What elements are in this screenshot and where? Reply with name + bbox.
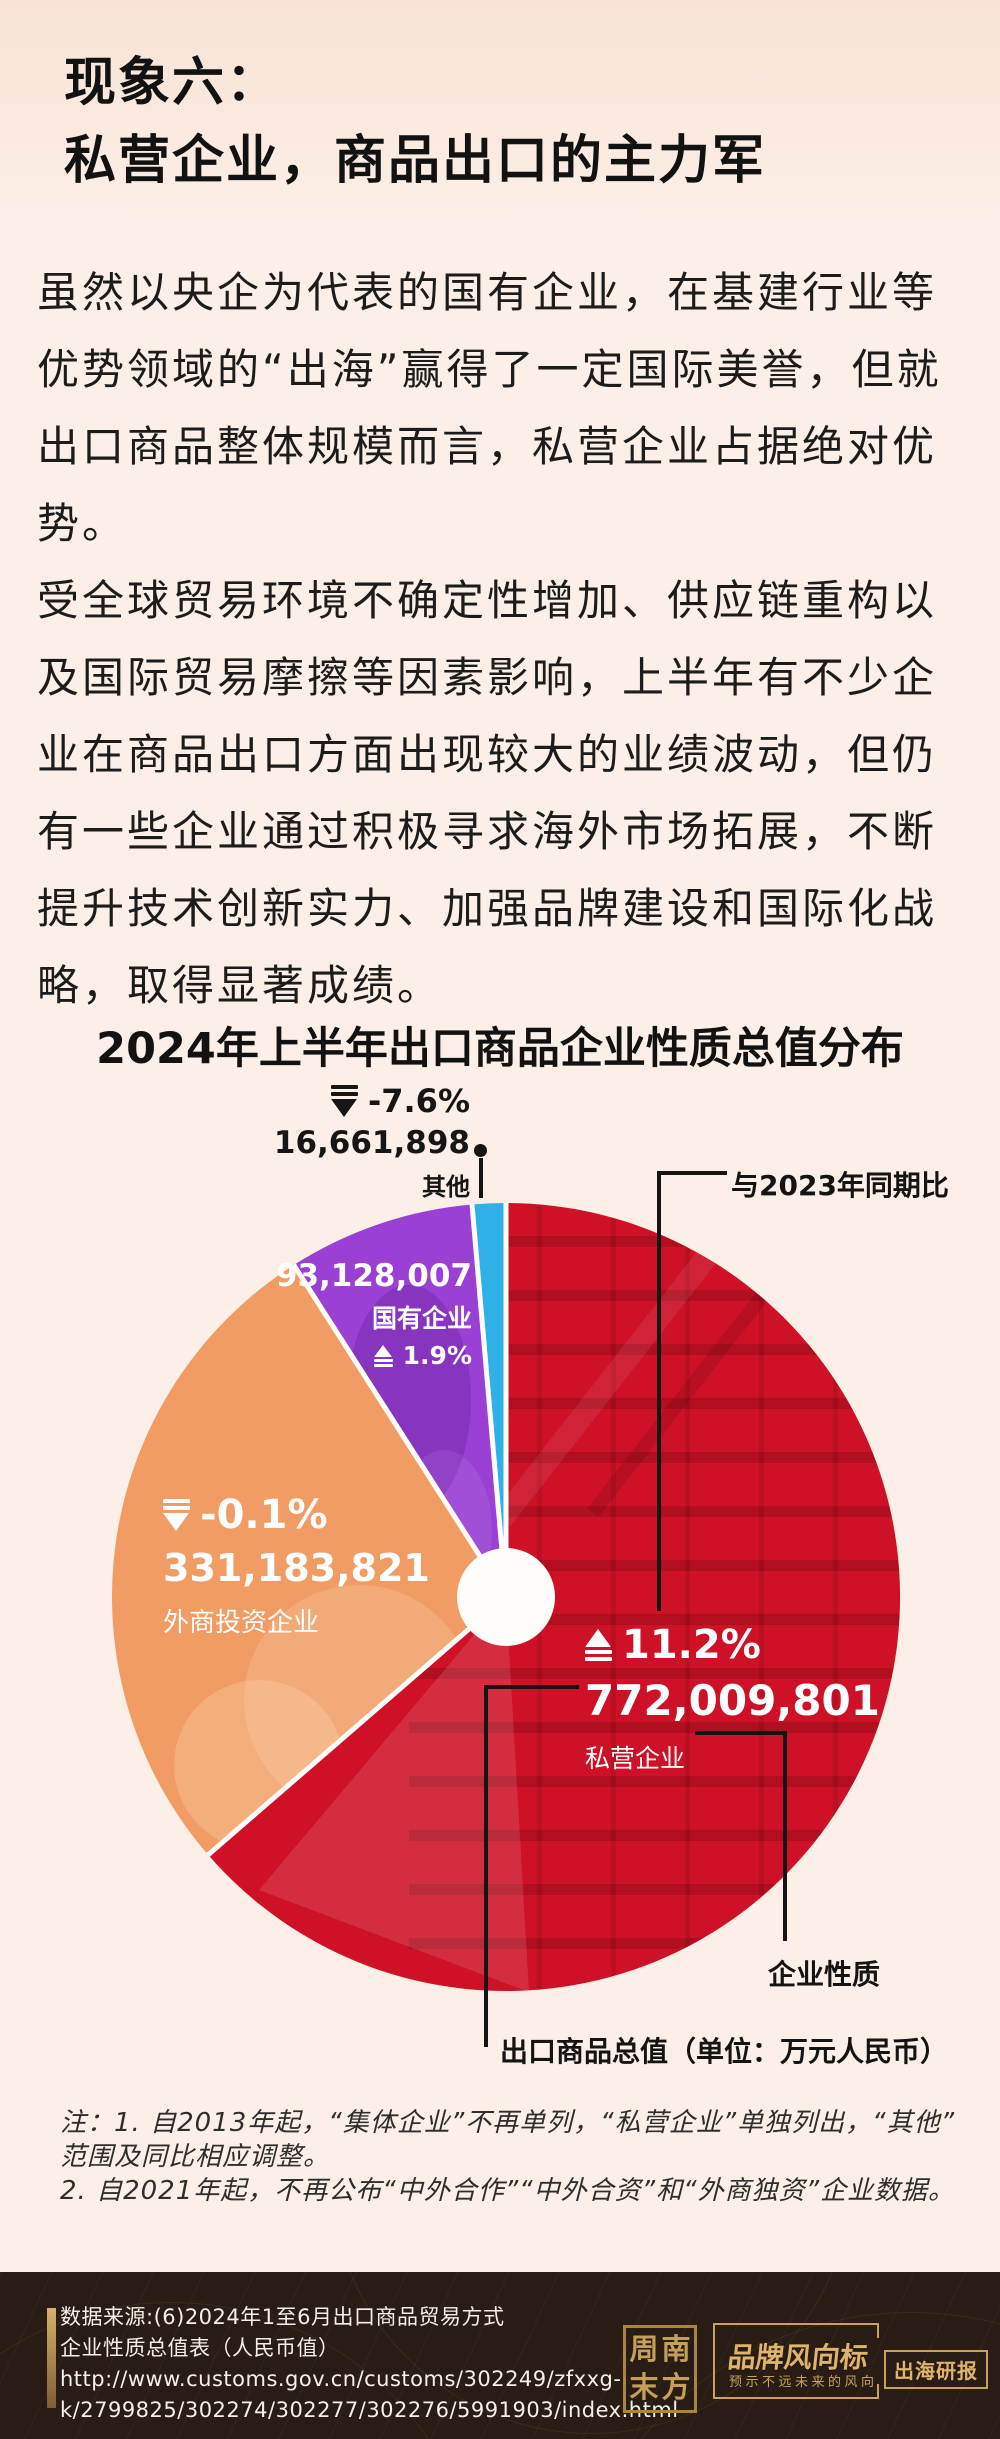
down-arrow-icon (163, 1499, 190, 1531)
footnote-line1: 注：1. 自2013年起，“集体企业”不再单列，“私营企业”单独列出，“其他” (60, 2108, 956, 2138)
pie-slice-1 (112, 1265, 507, 1855)
yoy-comparison-label: 与2023年同期比 (731, 1169, 949, 1202)
private-name: 私营企业 (585, 1744, 686, 1773)
down-arrow-icon (330, 1085, 358, 1117)
nature-connector-horizontal (695, 1731, 787, 1735)
yoy-connector-horizontal (657, 1171, 727, 1175)
donut-hole (457, 1548, 555, 1646)
slice-label-other: -7.6% 16,661,898 其他 (274, 1082, 470, 1202)
slice-label-private: 11.2% 772,009,801 私营企业 (585, 1622, 880, 1775)
footer-bar: 数据来源:(6)2024年1至6月出口商品贸易方式 企业性质总值表（人民币值） … (0, 2272, 1000, 2439)
state-change: 1.9% (402, 1341, 472, 1370)
footnote-line3: 2. 自2021年起，不再公布“中外合作”“中外合资”和“外商独资”企业数据。 (60, 2176, 956, 2206)
value-connector-vertical (484, 1685, 488, 2047)
brand-title: 品牌风向标 (726, 2341, 870, 2374)
page-title-line2: 私营企业，商品出口的主力军 (64, 131, 767, 191)
paragraph-1: 虽然以央企为代表的国有企业，在基建行业等优势领域的“出海”赢得了一定国际美誉，但… (37, 268, 942, 548)
other-slice-dot (474, 1144, 487, 1157)
seal-char: 南 (661, 2332, 691, 2366)
slice-label-state-owned: 93,128,007 国有企业 1.9% (276, 1258, 472, 1370)
private-value: 772,009,801 (585, 1676, 880, 1725)
slice-label-foreign-invested: -0.1% 331,183,821 外商投资企业 (163, 1492, 430, 1639)
other-name: 其他 (422, 1173, 470, 1201)
brand-frame (713, 2323, 879, 2399)
up-arrow-icon (373, 1344, 393, 1367)
foreign-name: 外商投资企业 (163, 1608, 320, 1638)
report-badge: 出海研报 (884, 2350, 988, 2389)
other-slice-line (479, 1158, 483, 1198)
state-value: 93,128,007 (275, 1258, 472, 1294)
brand-subtitle: 预示不远未来的风向 (729, 2375, 878, 2390)
foreign-change: -0.1% (200, 1492, 328, 1538)
up-arrow-icon (585, 1629, 612, 1661)
pie-slice-2 (293, 1204, 506, 1597)
state-name: 国有企业 (371, 1304, 472, 1333)
nature-connector-vertical (783, 1731, 787, 1941)
paragraph-2: 受全球贸易环境不确定性增加、供应链重构以及国际贸易摩擦等因素影响，上半年有不少企… (37, 576, 938, 1010)
foreign-value: 331,183,821 (163, 1546, 430, 1590)
building-texture (259, 1202, 901, 1991)
other-value: 16,661,898 (273, 1125, 470, 1161)
pie-svg (112, 1202, 901, 1991)
page-title: 现象六： 私营企业，商品出口的主力军 (64, 44, 766, 200)
seal-char: 末 (629, 2370, 659, 2404)
pie-chart (109, 1200, 903, 1994)
source-line1: 数据来源:(6)2024年1至6月出口商品贸易方式 (60, 2305, 505, 2329)
other-change: -7.6% (367, 1082, 470, 1120)
southern-weekly-seal-logo: 周 南 末 方 (623, 2325, 697, 2413)
chart-title: 2024年上半年出口商品企业性质总值分布 (96, 1024, 904, 1074)
page-title-line1: 现象六： (64, 53, 281, 113)
footnotes: 注：1. 自2013年起，“集体企业”不再单列，“私营企业”单独列出，“其他” … (60, 2106, 955, 2208)
source-url-line2: k/2799825/302274/302277/302276/5991903/i… (60, 2398, 679, 2422)
slice-gap (206, 1595, 508, 1857)
private-change: 11.2% (622, 1622, 761, 1668)
yoy-connector-vertical (657, 1171, 661, 1611)
source-url-line1: http://www.customs.gov.cn/customs/302249… (60, 2367, 622, 2391)
value-connector-horizontal (484, 1685, 579, 1689)
enterprise-nature-label: 企业性质 (768, 1958, 881, 1991)
source-line2: 企业性质总值表（人民币值） (60, 2336, 340, 2360)
slice-gap (469, 1204, 509, 1598)
seal-char: 周 (629, 2332, 659, 2366)
export-value-unit-label: 出口商品总值（单位：万元人民币） (500, 2035, 949, 2068)
footnote-line2: 范围及同比相应调整。 (60, 2142, 331, 2172)
slice-gap (291, 1263, 509, 1599)
source-accent-bar (47, 2308, 56, 2408)
seal-char: 方 (661, 2370, 691, 2404)
data-source: 数据来源:(6)2024年1至6月出口商品贸易方式 企业性质总值表（人民币值） … (60, 2302, 679, 2426)
